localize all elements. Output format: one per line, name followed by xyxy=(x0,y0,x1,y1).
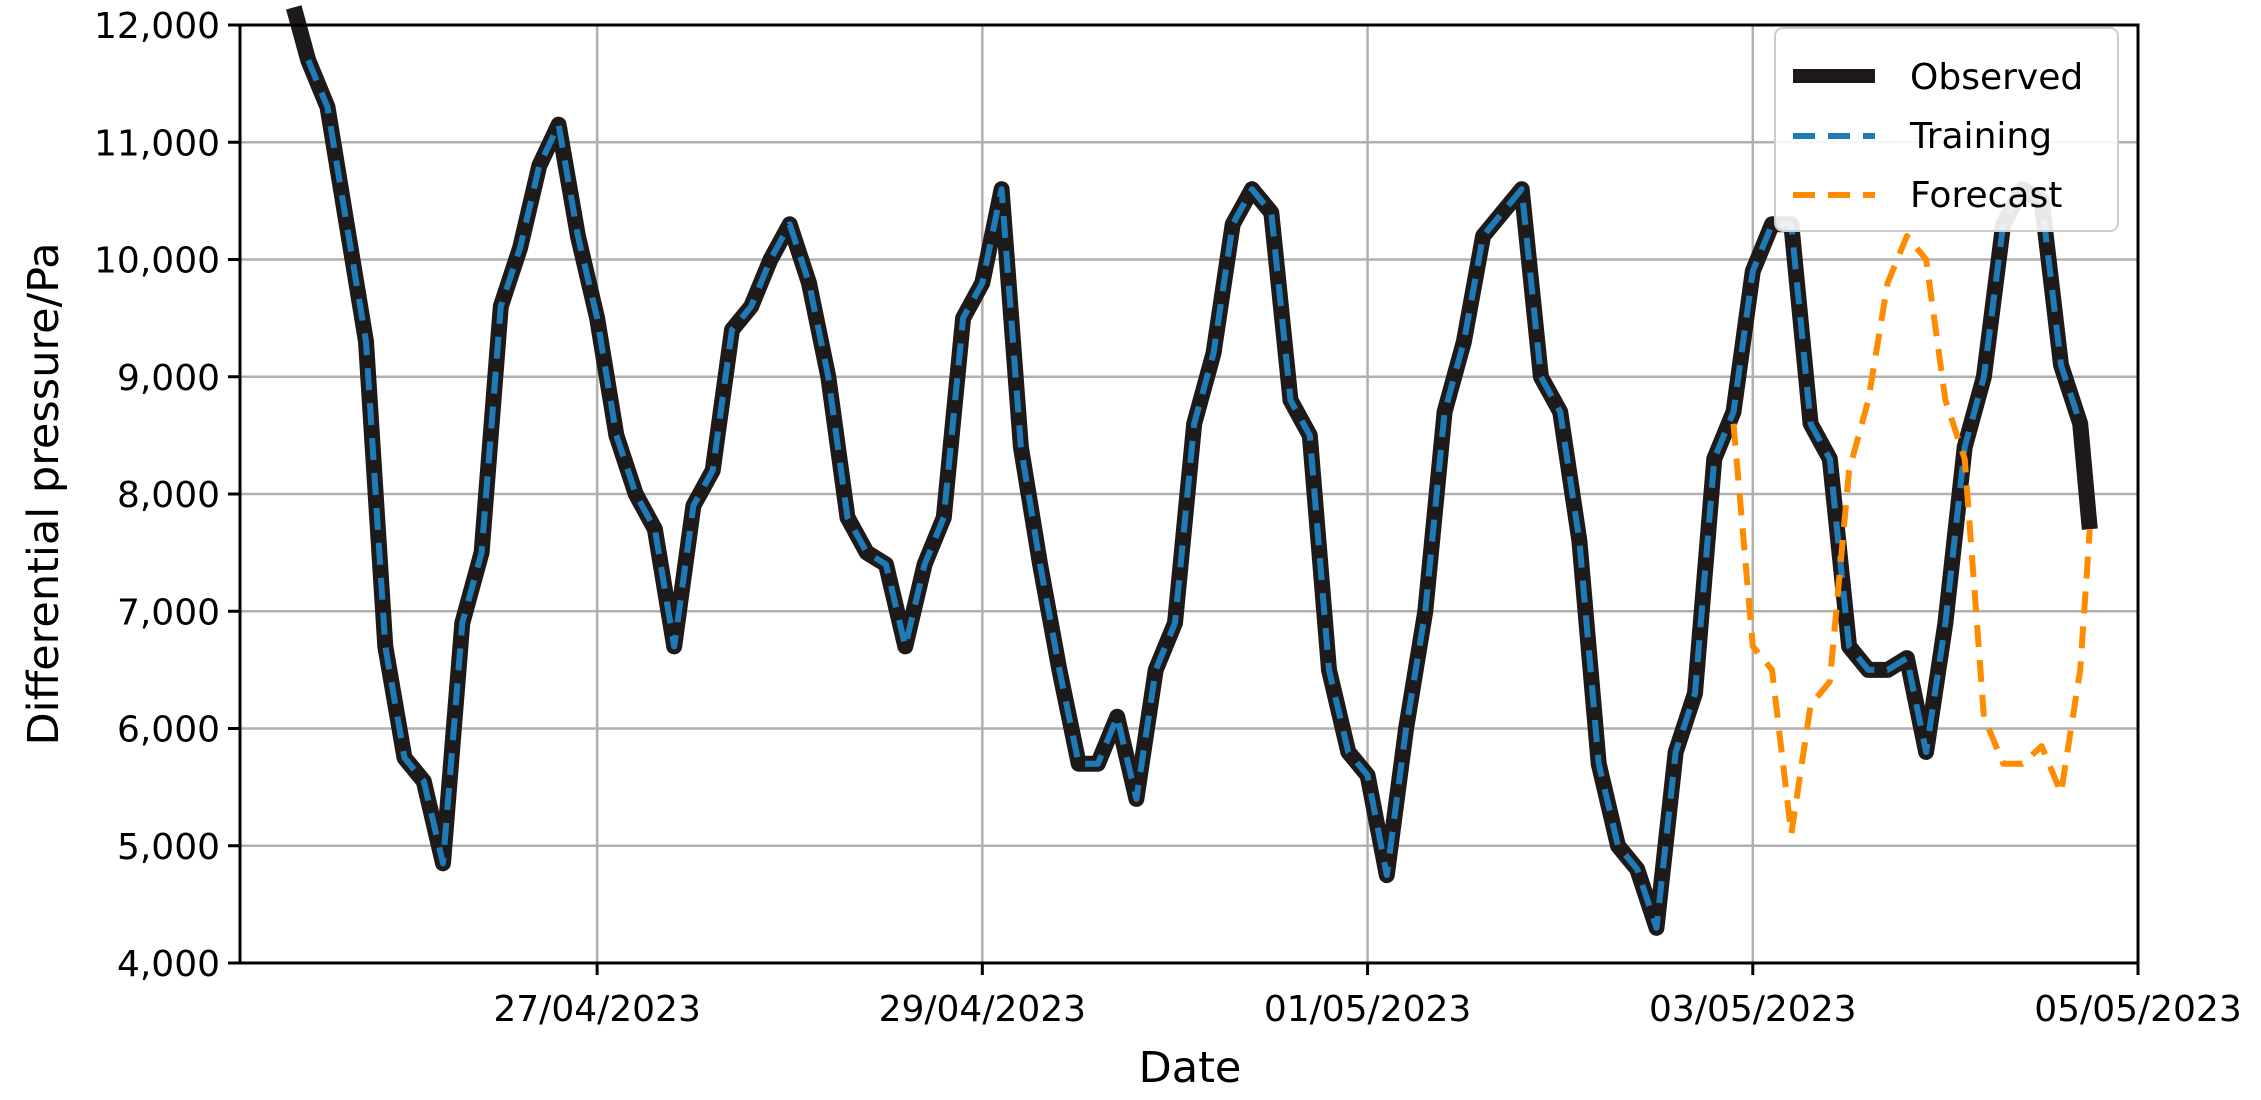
legend-label-forecast: Forecast xyxy=(1910,175,2062,216)
y-tick-label: 7,000 xyxy=(117,592,220,633)
y-tick-label: 6,000 xyxy=(117,710,220,751)
x-tick-label: 01/05/2023 xyxy=(1264,989,1472,1030)
y-tick-label: 12,000 xyxy=(94,6,220,47)
x-tick-label: 29/04/2023 xyxy=(879,989,1087,1030)
x-axis-title: Date xyxy=(1139,1043,1242,1093)
y-tick-label: 8,000 xyxy=(117,475,220,516)
y-tick-label: 9,000 xyxy=(117,358,220,399)
legend-label-observed: Observed xyxy=(1910,57,2083,98)
x-tick-label: 27/04/2023 xyxy=(493,989,701,1030)
y-axis-title: Differential pressure/Pa xyxy=(19,243,69,746)
y-tick-label: 5,000 xyxy=(117,827,220,868)
y-axis-ticks: 4,000 5,000 6,000 7,000 8,000 9,000 10,000 11,0… xyxy=(94,6,240,985)
series-line-forecast xyxy=(1730,233,2093,837)
x-axis-ticks: 27/04/2023 29/04/2023 01/05/2023 03/05/2023… xyxy=(493,963,2242,1030)
x-tick-label: 03/05/2023 xyxy=(1649,989,1857,1030)
y-tick-label: 10,000 xyxy=(94,241,220,282)
y-tick-label: 4,000 xyxy=(117,944,220,985)
y-tick-label: 11,000 xyxy=(94,123,220,164)
legend-label-training: Training xyxy=(1909,116,2052,157)
x-tick-label: 05/05/2023 xyxy=(2034,989,2242,1030)
legend: Observed Training Forecast xyxy=(1774,27,2119,232)
